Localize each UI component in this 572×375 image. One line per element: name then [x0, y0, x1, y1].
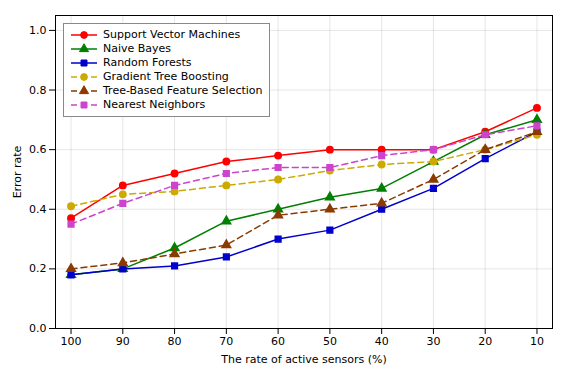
svg-text:10: 10	[530, 335, 544, 348]
svg-text:70: 70	[219, 335, 233, 348]
svg-text:0.4: 0.4	[29, 203, 47, 216]
svg-text:Error rate: Error rate	[11, 145, 24, 198]
html-text:Gradient Tree Boosting: Gradient Tree Boosting	[103, 70, 229, 83]
html-text:Tree-Based Feature Selection: Tree-Based Feature Selection	[103, 84, 263, 97]
html-text:Support Vector Machines: Support Vector Machines	[103, 28, 241, 41]
svg-text:50: 50	[323, 335, 337, 348]
svg-text:0.0: 0.0	[29, 322, 47, 335]
svg-text:100: 100	[61, 335, 82, 348]
html-text:Naive Bayes: Naive Bayes	[103, 42, 172, 55]
svg-text:20: 20	[478, 335, 492, 348]
html-text:Random Forests: Random Forests	[103, 56, 192, 69]
svg-text:80: 80	[168, 335, 182, 348]
svg-text:0.6: 0.6	[29, 143, 47, 156]
svg-text:0.8: 0.8	[29, 84, 47, 97]
svg-text:30: 30	[426, 335, 440, 348]
svg-text:The rate of active sensors (%): The rate of active sensors (%)	[220, 353, 387, 366]
svg-text:60: 60	[271, 335, 285, 348]
html-text:Nearest Neighbors: Nearest Neighbors	[103, 98, 206, 111]
svg-text:0.2: 0.2	[29, 262, 47, 275]
svg-text:90: 90	[116, 335, 130, 348]
svg-text:40: 40	[375, 335, 389, 348]
svg-text:1.0: 1.0	[29, 24, 47, 37]
